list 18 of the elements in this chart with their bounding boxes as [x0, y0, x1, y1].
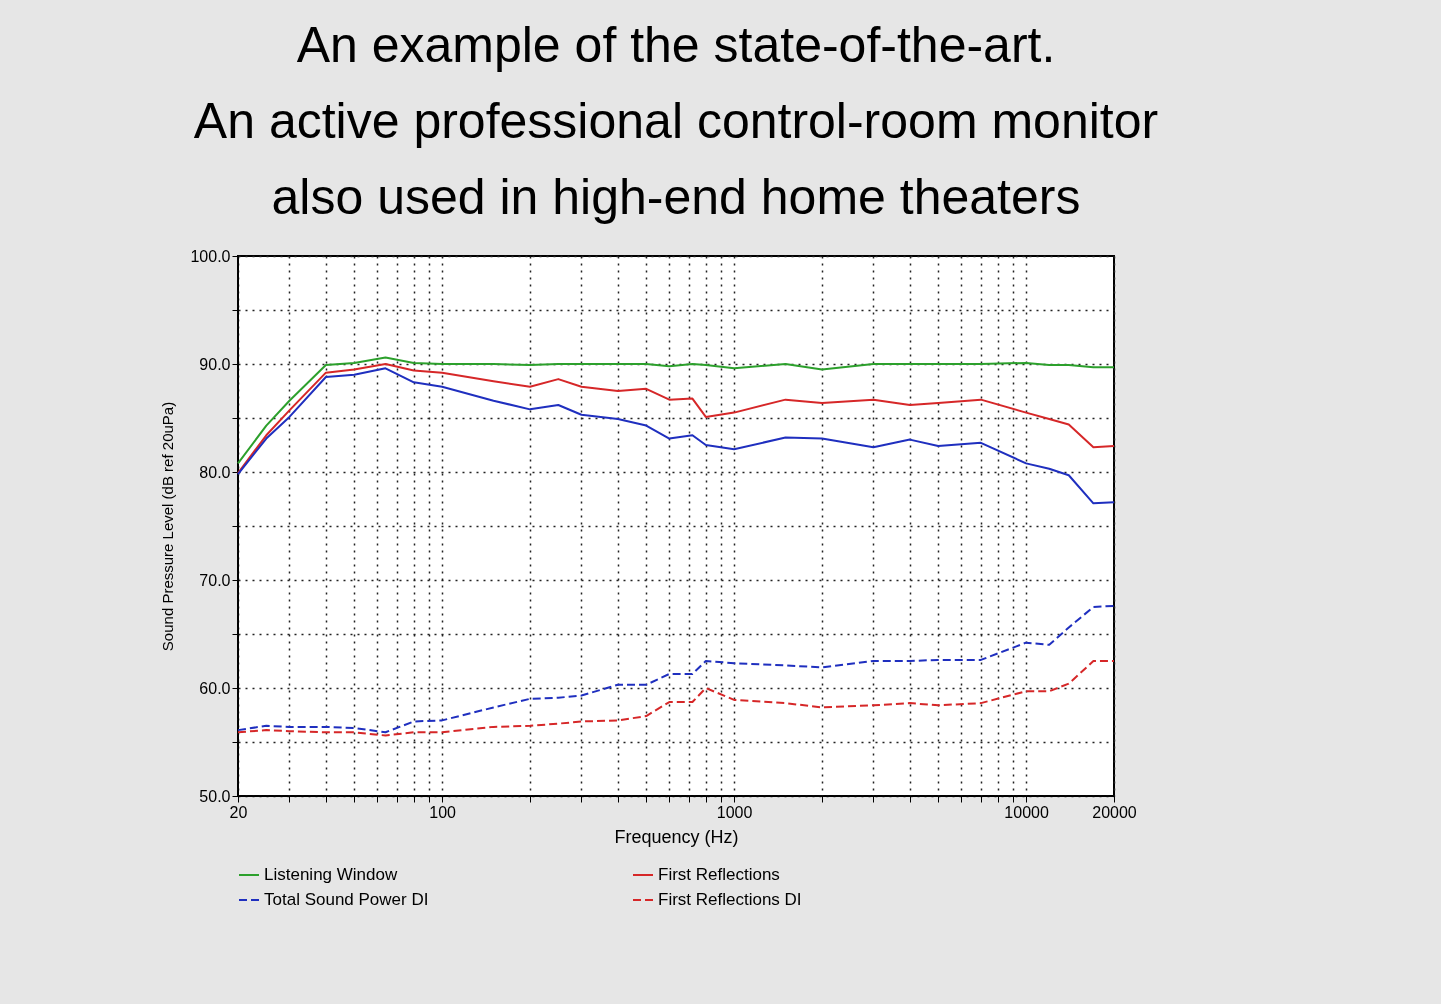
- x-tick-label: 1000: [716, 803, 753, 821]
- y-tick-label: 90.0: [199, 355, 231, 373]
- x-tick-label: 10000: [1004, 803, 1049, 821]
- y-tick-label: 50.0: [199, 787, 231, 805]
- x-tick-label: 20000: [1092, 803, 1137, 821]
- legend-label: First Reflections: [658, 865, 780, 884]
- legend-label: Total Sound Power DI: [264, 890, 429, 909]
- y-tick-label: 60.0: [199, 679, 231, 697]
- legend-label: First Reflections DI: [658, 890, 802, 909]
- legend-label: Listening Window: [264, 865, 398, 884]
- y-tick-label: 80.0: [199, 463, 231, 481]
- y-tick-label: 70.0: [199, 571, 231, 589]
- x-tick-label: 20: [229, 803, 248, 821]
- y-tick-label: 100.0: [190, 247, 231, 265]
- x-axis-title: Frequency (Hz): [614, 826, 739, 847]
- x-tick-label: 100: [429, 803, 457, 821]
- chart-title: An example of the state-of-the-art. An active professional control-room monitor also used in high-end home theaters: [193, 17, 1159, 225]
- y-axis-title: Sound Pressure Level (dB ref 20uPa): [159, 401, 177, 652]
